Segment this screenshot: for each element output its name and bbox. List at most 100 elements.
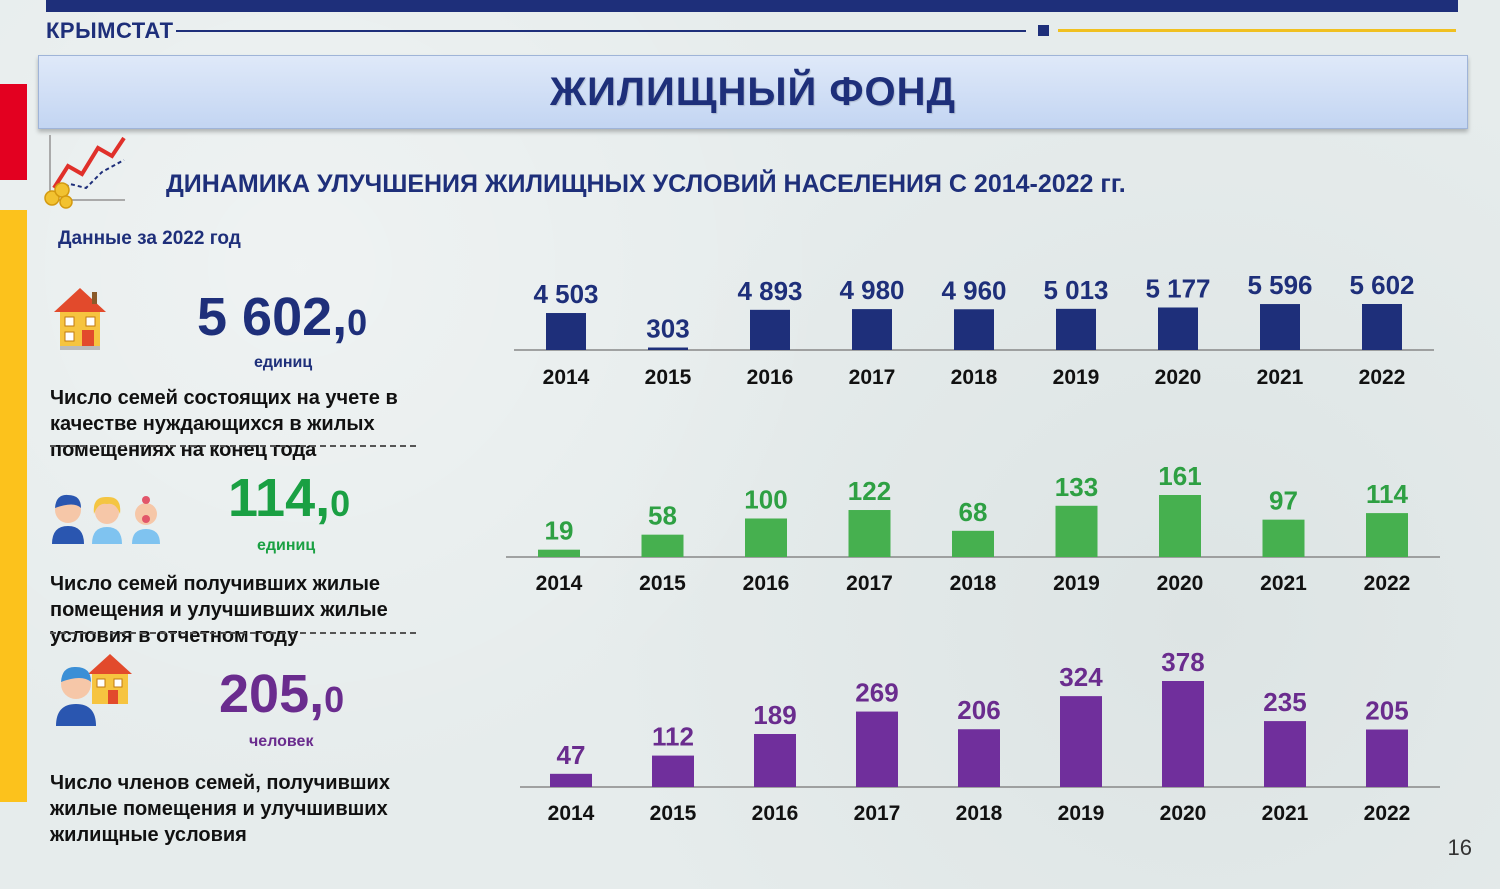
indicator-1-unit: единиц <box>254 354 313 371</box>
chart-1-tick-label: 2015 <box>645 366 692 389</box>
indicator-3-value: 205,0 <box>219 663 344 725</box>
chart-2-tick-label: 2018 <box>950 572 997 595</box>
data-year-label: Данные за 2022 год <box>58 228 241 249</box>
chart-3-bar <box>958 729 1000 787</box>
chart-2-tick-label: 2019 <box>1053 572 1100 595</box>
chart-1-tick-label: 2022 <box>1359 366 1406 389</box>
chart-1-value-label: 4 960 <box>941 275 1006 305</box>
description-line: помещениях на конец года <box>50 439 317 461</box>
indicator-2-value: 114,0 <box>228 467 350 529</box>
description-line: Число семей состоящих на учете в <box>50 387 398 409</box>
chart-1-value-label: 4 503 <box>533 279 598 309</box>
chart-2-value-label: 161 <box>1158 461 1201 491</box>
chart-3-bar <box>1264 721 1306 787</box>
chart-1-bar <box>648 347 688 350</box>
chart-1-tick-label: 2016 <box>747 366 794 389</box>
indicator-2-unit: единиц <box>257 537 316 554</box>
page-number: 16 <box>1447 835 1472 860</box>
indicator-1-main: 5 602, <box>197 287 348 347</box>
chart-2-tick-label: 2020 <box>1157 572 1204 595</box>
chart-3-value-label: 112 <box>652 722 694 752</box>
chart-3-bar <box>1366 729 1408 787</box>
family-icon <box>52 494 160 544</box>
brand-divider-gold <box>1058 29 1456 32</box>
separator-dashed <box>50 632 416 634</box>
page-title: ЖИЛИЩНЫЙ ФОНД <box>549 69 957 114</box>
chart-3-bar <box>652 755 694 787</box>
description-line: жилищные условия <box>50 824 247 846</box>
chart-1-tick-label: 2017 <box>849 366 896 389</box>
chart-2-bar <box>848 510 891 557</box>
chart-3-bar <box>754 734 796 787</box>
indicator-1-value: 5 602,0 <box>197 286 367 348</box>
left-accent-red <box>0 84 27 180</box>
chart-3-value-label: 324 <box>1059 662 1103 692</box>
description-line: жилые помещения и улучшивших <box>50 798 388 820</box>
indicator-3-unit: человек <box>249 733 314 750</box>
chart-2-bar <box>1159 495 1201 557</box>
indicator-2-decimal: 0 <box>330 483 351 524</box>
chart-3-tick-label: 2014 <box>548 802 595 825</box>
chart-2-value-label: 100 <box>744 484 787 514</box>
description-line: условия в отчетном году <box>50 625 299 647</box>
chart-3-value-label: 205 <box>1365 696 1408 726</box>
chart-1-bar <box>852 309 892 350</box>
chart-3-bar <box>550 773 592 787</box>
chart-2-bar <box>745 518 787 557</box>
brand-square <box>1038 25 1049 36</box>
chart-2-value-label: 97 <box>1269 486 1298 516</box>
person-house-icon <box>56 654 132 726</box>
chart-1-bar <box>1056 308 1096 350</box>
chart-1-bar <box>546 313 586 350</box>
chart-subtitle: ДИНАМИКА УЛУЧШЕНИЯ ЖИЛИЩНЫХ УСЛОВИЙ НАСЕ… <box>166 170 1126 198</box>
top-bar <box>46 0 1458 12</box>
chart-1-tick-label: 2020 <box>1155 366 1202 389</box>
chart-3-value-label: 269 <box>855 678 898 708</box>
description-line: Число членов семей, получивших <box>50 772 390 794</box>
chart-1-tick-label: 2019 <box>1053 366 1100 389</box>
chart-2-value-label: 122 <box>848 476 891 506</box>
chart-3-tick-label: 2019 <box>1058 802 1105 825</box>
chart-1-bar <box>954 309 994 350</box>
chart-2-tick-label: 2021 <box>1260 572 1307 595</box>
chart-1-bar <box>1362 304 1402 350</box>
chart-1-tick-label: 2014 <box>543 366 590 389</box>
separator-dashed <box>50 445 416 447</box>
chart-3-value-label: 189 <box>753 700 796 730</box>
chart-1-value-label: 4 893 <box>737 276 802 306</box>
chart-1-value-label: 5 602 <box>1349 270 1414 300</box>
chart-3-value-label: 235 <box>1263 687 1306 717</box>
chart-2-bar <box>641 534 684 557</box>
description-line: помещения и улучшивших жилые <box>50 599 388 621</box>
description-line: Число семей получивших жилые <box>50 573 381 595</box>
chart-2-value-label: 68 <box>959 497 988 527</box>
chart-3-bar <box>1162 681 1204 787</box>
indicator-1-decimal: 0 <box>347 302 368 343</box>
chart-1-bar <box>750 309 790 350</box>
chart-3-tick-label: 2022 <box>1364 802 1411 825</box>
chart-3-tick-label: 2021 <box>1262 802 1309 825</box>
chart-1-tick-label: 2018 <box>951 366 998 389</box>
chart-2-value-label: 58 <box>648 501 677 531</box>
indicator-2-description: Число семей получивших жилые помещения и… <box>50 571 388 649</box>
chart-2-tick-label: 2014 <box>536 572 583 595</box>
chart-3-bar <box>1060 696 1102 787</box>
chart-2-bar <box>538 549 580 557</box>
chart-3-value-label: 378 <box>1161 647 1204 677</box>
chart-3-tick-label: 2016 <box>752 802 799 825</box>
chart-2-bar <box>952 530 994 557</box>
chart-3-tick-label: 2018 <box>956 802 1003 825</box>
brand-divider <box>176 30 1026 32</box>
chart-2-tick-label: 2022 <box>1364 572 1411 595</box>
description-line: качестве нуждающихся в жилых <box>50 413 375 435</box>
chart-1-bar <box>1158 307 1198 350</box>
indicator-3-description: Число членов семей, получивших жилые пом… <box>50 770 390 848</box>
chart-1-tick-label: 2021 <box>1257 366 1304 389</box>
chart-1-value-label: 5 013 <box>1043 275 1108 305</box>
chart-2-value-label: 133 <box>1055 472 1098 502</box>
chart-1-value-label: 303 <box>646 314 689 344</box>
chart-3-value-label: 47 <box>557 740 586 770</box>
chart-3-bar <box>856 711 898 787</box>
chart-2-bar <box>1366 513 1408 557</box>
